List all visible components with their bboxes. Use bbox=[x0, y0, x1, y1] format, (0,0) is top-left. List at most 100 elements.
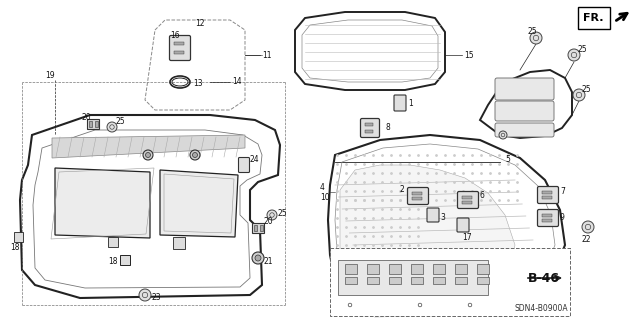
Bar bbox=[455, 277, 467, 284]
Bar bbox=[367, 264, 379, 274]
Bar bbox=[345, 264, 357, 274]
Polygon shape bbox=[160, 170, 238, 237]
Bar bbox=[411, 277, 423, 284]
Text: 23: 23 bbox=[152, 293, 162, 301]
Circle shape bbox=[145, 152, 150, 158]
Polygon shape bbox=[55, 168, 150, 238]
Bar bbox=[365, 130, 374, 133]
Bar bbox=[477, 264, 489, 274]
Text: 20: 20 bbox=[263, 218, 273, 226]
Text: 3: 3 bbox=[440, 212, 445, 221]
Text: 11: 11 bbox=[262, 50, 271, 60]
Polygon shape bbox=[52, 135, 245, 158]
Circle shape bbox=[582, 221, 594, 233]
FancyBboxPatch shape bbox=[495, 78, 554, 100]
Circle shape bbox=[466, 301, 474, 309]
Text: 14: 14 bbox=[232, 78, 242, 86]
Text: 1: 1 bbox=[408, 99, 413, 108]
Bar bbox=[389, 264, 401, 274]
FancyBboxPatch shape bbox=[170, 35, 191, 61]
Bar bbox=[14, 232, 23, 242]
Bar bbox=[462, 201, 472, 204]
FancyBboxPatch shape bbox=[495, 123, 554, 137]
Polygon shape bbox=[20, 115, 280, 298]
Text: SDN4-B0900A: SDN4-B0900A bbox=[515, 304, 568, 313]
Text: 13: 13 bbox=[193, 79, 203, 88]
Bar bbox=[174, 51, 184, 54]
Bar bbox=[412, 197, 422, 200]
Text: 5: 5 bbox=[505, 155, 510, 165]
Text: 25: 25 bbox=[277, 209, 287, 218]
Circle shape bbox=[346, 301, 354, 309]
Bar bbox=[174, 42, 184, 45]
Text: 25: 25 bbox=[577, 46, 587, 55]
Text: 18: 18 bbox=[10, 243, 19, 253]
Circle shape bbox=[573, 89, 585, 101]
Circle shape bbox=[193, 152, 198, 158]
Bar bbox=[412, 192, 422, 195]
Text: 10: 10 bbox=[320, 194, 330, 203]
FancyBboxPatch shape bbox=[239, 158, 250, 173]
Text: 18: 18 bbox=[108, 257, 118, 266]
Bar bbox=[252, 223, 264, 233]
Text: B-46: B-46 bbox=[528, 271, 560, 285]
Text: 8: 8 bbox=[385, 123, 390, 132]
Bar bbox=[88, 121, 92, 127]
Text: 16: 16 bbox=[170, 32, 180, 41]
Bar bbox=[433, 277, 445, 284]
Circle shape bbox=[530, 32, 542, 44]
Text: FR.: FR. bbox=[584, 13, 604, 23]
Bar bbox=[120, 255, 130, 265]
Circle shape bbox=[416, 301, 424, 309]
Circle shape bbox=[143, 150, 153, 160]
Circle shape bbox=[139, 289, 151, 301]
Text: 25: 25 bbox=[528, 27, 538, 36]
Text: 2: 2 bbox=[400, 186, 404, 195]
Bar bbox=[365, 123, 374, 126]
Circle shape bbox=[267, 210, 277, 220]
Text: 9: 9 bbox=[560, 213, 565, 222]
Text: 25: 25 bbox=[582, 85, 591, 94]
Text: 17: 17 bbox=[462, 234, 472, 242]
Bar bbox=[462, 196, 472, 199]
Bar bbox=[253, 225, 257, 231]
Bar bbox=[259, 225, 262, 231]
Bar bbox=[542, 214, 552, 217]
Polygon shape bbox=[328, 135, 565, 308]
Text: 22: 22 bbox=[582, 235, 591, 244]
Bar bbox=[173, 237, 185, 249]
Bar bbox=[542, 219, 552, 222]
FancyBboxPatch shape bbox=[360, 118, 380, 137]
Polygon shape bbox=[480, 70, 572, 138]
Bar bbox=[345, 277, 357, 284]
Text: 24: 24 bbox=[250, 155, 260, 165]
Circle shape bbox=[107, 122, 117, 132]
FancyBboxPatch shape bbox=[538, 210, 559, 226]
Text: 7: 7 bbox=[560, 188, 565, 197]
Bar bbox=[330, 248, 570, 316]
Circle shape bbox=[190, 150, 200, 160]
Text: 20: 20 bbox=[82, 113, 92, 122]
FancyBboxPatch shape bbox=[408, 188, 429, 204]
Text: 4: 4 bbox=[320, 183, 325, 192]
Bar bbox=[367, 277, 379, 284]
Bar bbox=[433, 264, 445, 274]
Bar bbox=[542, 196, 552, 199]
Bar bbox=[542, 191, 552, 194]
Text: 25: 25 bbox=[115, 116, 125, 125]
FancyBboxPatch shape bbox=[538, 187, 559, 204]
Bar bbox=[338, 260, 488, 295]
Circle shape bbox=[499, 131, 507, 139]
FancyBboxPatch shape bbox=[427, 208, 439, 222]
Bar bbox=[108, 237, 118, 247]
Text: 19: 19 bbox=[45, 70, 54, 79]
Bar bbox=[95, 121, 97, 127]
Text: 21: 21 bbox=[263, 257, 273, 266]
FancyBboxPatch shape bbox=[457, 218, 469, 232]
Text: 12: 12 bbox=[195, 19, 205, 28]
FancyBboxPatch shape bbox=[458, 191, 479, 209]
Bar bbox=[455, 264, 467, 274]
FancyBboxPatch shape bbox=[495, 101, 554, 121]
Bar bbox=[411, 264, 423, 274]
Text: 15: 15 bbox=[464, 50, 474, 60]
